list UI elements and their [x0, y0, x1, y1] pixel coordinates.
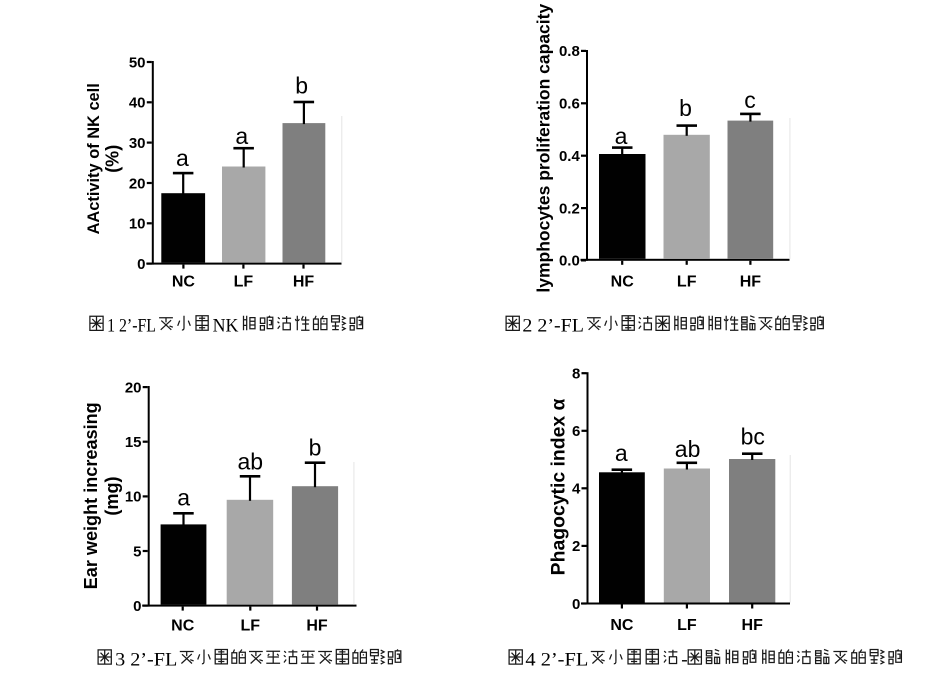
svg-text:2: 2	[572, 538, 580, 555]
svg-text:NC: NC	[610, 617, 634, 634]
svg-text:0.2: 0.2	[559, 200, 580, 217]
svg-text:c: c	[744, 87, 756, 113]
svg-text:LF: LF	[677, 274, 697, 291]
svg-text:40: 40	[129, 95, 146, 112]
svg-text:10: 10	[129, 216, 146, 233]
svg-text:Ear weight increasing: Ear weight increasing	[81, 402, 101, 589]
svg-text:lymphocytes proliferation capa: lymphocytes proliferation capacity	[533, 4, 553, 293]
svg-text:LF: LF	[234, 273, 254, 290]
svg-text:-: -	[681, 649, 687, 670]
svg-text:LF: LF	[241, 617, 261, 634]
svg-text:b: b	[679, 95, 692, 121]
svg-text:8: 8	[572, 366, 580, 383]
svg-text:6: 6	[572, 423, 580, 440]
svg-text:ab: ab	[238, 449, 264, 475]
svg-text:10: 10	[125, 489, 142, 506]
svg-text:HF: HF	[742, 617, 764, 634]
svg-text:a: a	[177, 484, 190, 510]
svg-text:0: 0	[133, 598, 141, 615]
svg-text:b: b	[309, 435, 322, 461]
svg-text:1 2’-FL: 1 2’-FL	[107, 316, 156, 337]
svg-text:15: 15	[125, 434, 142, 451]
svg-text:HF: HF	[293, 273, 315, 290]
svg-text:(%): (%)	[102, 145, 122, 173]
svg-text:a: a	[235, 123, 248, 149]
svg-text:ab: ab	[675, 436, 701, 462]
svg-text:NK: NK	[213, 316, 239, 337]
svg-text:NC: NC	[171, 617, 195, 634]
svg-text:0.6: 0.6	[559, 96, 580, 113]
svg-text:bc: bc	[741, 424, 765, 450]
svg-text:a: a	[176, 145, 189, 171]
svg-text:0.4: 0.4	[559, 148, 581, 165]
svg-text:50: 50	[129, 54, 146, 71]
svg-text:20: 20	[125, 379, 142, 396]
svg-text:20: 20	[129, 175, 146, 192]
svg-text:30: 30	[129, 135, 146, 152]
svg-text:a: a	[615, 440, 628, 466]
svg-text:NC: NC	[172, 273, 196, 290]
svg-text:0: 0	[137, 256, 145, 273]
svg-text:2 2’-FL: 2 2’-FL	[522, 316, 584, 337]
svg-text:NC: NC	[611, 274, 635, 291]
svg-text:3 2’-FL: 3 2’-FL	[115, 649, 177, 670]
svg-text:LF: LF	[677, 617, 697, 634]
svg-text:0.8: 0.8	[559, 43, 580, 60]
svg-text:HF: HF	[306, 617, 328, 634]
svg-text:Phagocytic index α: Phagocytic index α	[548, 398, 570, 575]
svg-text:AActivity of NK cell: AActivity of NK cell	[85, 83, 103, 234]
svg-text:HF: HF	[740, 274, 762, 291]
svg-text:0: 0	[572, 596, 580, 613]
svg-text:5: 5	[133, 543, 141, 560]
svg-text:b: b	[295, 73, 308, 99]
svg-text:0.0: 0.0	[559, 253, 580, 270]
svg-text:(mg): (mg)	[102, 476, 122, 515]
svg-text:a: a	[615, 123, 628, 149]
svg-text:4: 4	[572, 481, 581, 498]
svg-text:4 2’-FL: 4 2’-FL	[525, 649, 588, 670]
